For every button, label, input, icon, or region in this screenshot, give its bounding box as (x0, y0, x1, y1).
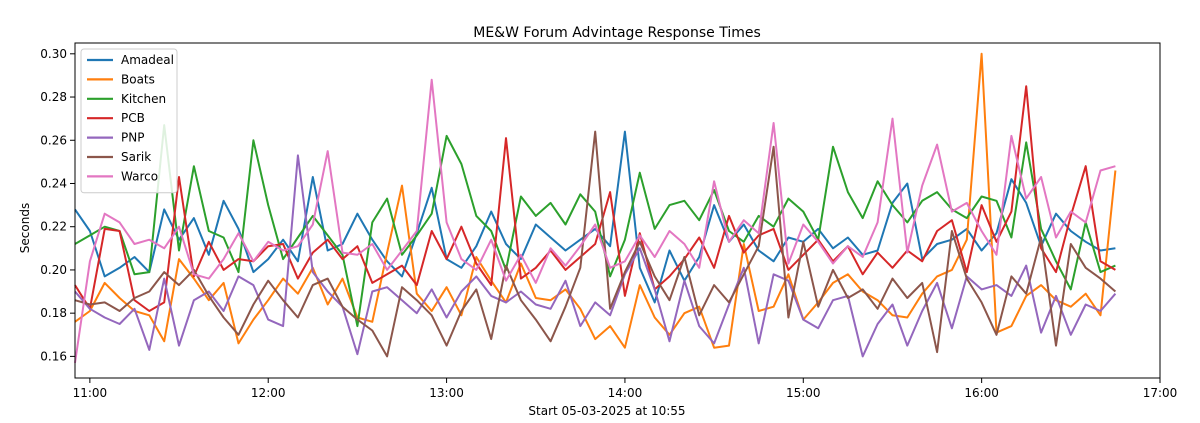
series-line-warco (74, 78, 1116, 364)
x-axis-ticks: 11:00 12:00 13:00 14:00 15:00 16:00 17:00 (73, 378, 1178, 400)
legend-label: Sarik (121, 150, 151, 164)
y-tick-label: 0.24 (40, 176, 67, 190)
legend-label: PNP (121, 131, 144, 145)
x-axis-title: Start 05-03-2025 at 10:55 (528, 404, 685, 418)
x-tick-label: 15:00 (786, 386, 821, 400)
legend: Amadeal Boats Kitchen PCB PNP Sarik Warco (80, 48, 178, 194)
y-axis-title: Seconds (18, 203, 32, 253)
y-tick-label: 0.20 (40, 263, 67, 277)
chart-title: ME&W Forum Advintage Response Times (473, 25, 761, 41)
y-tick-label: 0.30 (40, 47, 67, 61)
x-tick-label: 17:00 (1143, 386, 1178, 400)
y-tick-label: 0.22 (40, 220, 67, 234)
series-line-sarik (74, 130, 1117, 358)
series-line-amadeal (74, 130, 1116, 304)
y-axis-ticks: 0.16 0.18 0.20 0.22 0.24 0.26 0.28 0.30 (40, 47, 75, 363)
x-tick-label: 12:00 (251, 386, 286, 400)
legend-label: Kitchen (121, 92, 166, 106)
y-tick-label: 0.28 (40, 90, 67, 104)
series-line-kitchen (74, 124, 1116, 328)
series-line-pcb (74, 85, 1116, 312)
legend-label: Boats (121, 72, 155, 86)
y-tick-label: 0.18 (40, 306, 67, 320)
x-tick-label: 14:00 (608, 386, 643, 400)
x-tick-label: 16:00 (964, 386, 999, 400)
series-layer (74, 52, 1117, 364)
x-tick-label: 13:00 (429, 386, 464, 400)
legend-label: PCB (121, 111, 145, 125)
y-tick-label: 0.26 (40, 133, 67, 147)
legend-label: Amadeal (121, 53, 174, 67)
x-tick-label: 11:00 (73, 386, 108, 400)
plot-area-frame (74, 42, 1161, 379)
legend-label: Warco (121, 169, 158, 183)
y-tick-label: 0.16 (40, 349, 67, 363)
series-line-pnp (74, 154, 1117, 358)
series-line-boats (74, 52, 1117, 349)
